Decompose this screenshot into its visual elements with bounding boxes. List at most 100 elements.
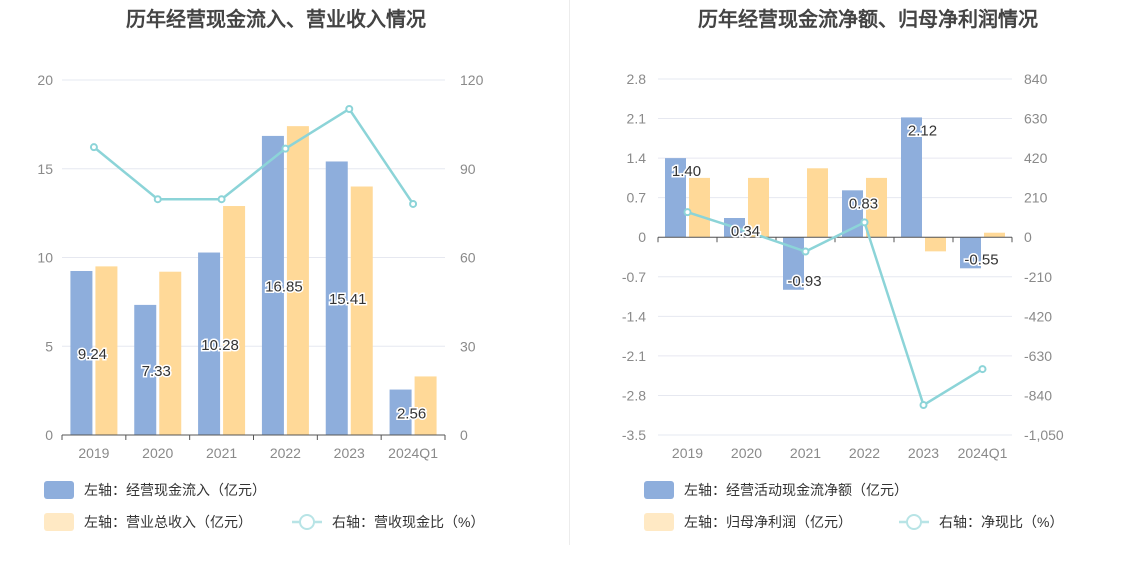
bar-primary [325, 161, 348, 435]
legend-label: 左轴：经营现金流入（亿元） [84, 482, 266, 498]
legend-label: 左轴：经营活动现金流净额（亿元） [684, 482, 908, 498]
panel-divider [569, 0, 570, 545]
legend-label: 右轴：净现比（%） [939, 514, 1063, 530]
bar-secondary [95, 266, 118, 435]
data-label: 9.24 [78, 346, 107, 363]
ratio-point [281, 144, 290, 153]
data-label: -0.55 [964, 251, 998, 268]
ratio-point [978, 365, 987, 374]
left-tick-label: 0.7 [627, 190, 647, 206]
legend-line-marker [906, 514, 922, 530]
data-label: 2.56 [397, 405, 426, 422]
left-tick-label: 10 [37, 250, 53, 266]
right-tick-label: -840 [1024, 387, 1052, 403]
legend-swatch [644, 481, 674, 499]
legend-item-3: 右轴：净现比（%） [899, 514, 1063, 530]
legend-item-2: 左轴：营业总收入（亿元） [44, 513, 252, 531]
chart-svg-0: 历年经营现金流入、营业收入情况 20 15 10 5 0 120 90 60 30 0 2019 202… [37, 7, 484, 531]
bar-secondary [223, 206, 246, 435]
right-tick-label: 210 [1024, 190, 1048, 206]
category-label: 2021 [790, 445, 821, 461]
ratio-point [217, 195, 226, 204]
legend-swatch [44, 513, 74, 531]
data-label: 16.85 [265, 278, 303, 295]
ratio-point [919, 401, 928, 410]
data-label: 1.40 [672, 163, 701, 180]
left-tick-label: 1.4 [627, 150, 647, 166]
right-tick-label: 420 [1024, 150, 1048, 166]
data-label: 15.41 [329, 291, 367, 308]
legend-item-1: 左轴：经营现金流入（亿元） [44, 481, 266, 499]
right-tick-label: 90 [460, 161, 476, 177]
legend-item-1: 左轴：经营活动现金流净额（亿元） [644, 481, 908, 499]
right-tick-label: 30 [460, 338, 476, 354]
left-tick-label: 2.1 [627, 111, 647, 127]
category-label: 2022 [849, 445, 880, 461]
legend-line-marker [299, 514, 315, 530]
chart-title: 历年经营现金流入、营业收入情况 [126, 7, 426, 31]
bar-primary [261, 135, 284, 435]
left-tick-label: 2.8 [627, 71, 647, 87]
ratio-point [683, 208, 692, 217]
category-label: 2020 [142, 445, 173, 461]
bar-primary [901, 117, 922, 238]
data-label: 0.83 [849, 195, 878, 212]
chart-svg-1: 历年经营现金流净额、归母净利润情况 2.8 2.1 1.4 0.7 0 -0.7 -1.4 -2… [622, 7, 1064, 531]
category-label: 2019 [78, 445, 109, 461]
right-tick-label: -420 [1024, 308, 1052, 324]
bar-primary [960, 237, 981, 269]
ratio-point [801, 247, 810, 256]
right-tick-label: -630 [1024, 348, 1052, 364]
legend-item-2: 左轴：归母净利润（亿元） [644, 513, 852, 531]
left-tick-label: -3.5 [622, 427, 646, 443]
left-tick-label: -0.7 [622, 269, 646, 285]
bar-primary [665, 158, 686, 238]
category-label: 2024Q1 [958, 445, 1008, 461]
left-tick-label: -2.1 [622, 348, 646, 364]
ratio-point [345, 104, 354, 113]
bar-secondary [689, 177, 710, 238]
chart-left: 历年经营现金流入、营业收入情况 20 15 10 5 0 120 90 60 30 0 2019 202… [0, 0, 560, 560]
ratio-point [153, 195, 162, 204]
left-tick-label: 0 [638, 229, 646, 245]
bar-secondary [925, 237, 946, 252]
ratio-point [409, 199, 418, 208]
right-tick-label: 630 [1024, 111, 1048, 127]
right-tick-label: 0 [460, 427, 468, 443]
bar-primary [70, 270, 93, 435]
data-label: 7.33 [142, 363, 171, 380]
bar-secondary [414, 376, 437, 435]
left-tick-label: -1.4 [622, 308, 646, 324]
bar-secondary [748, 177, 769, 238]
bar-primary [198, 252, 221, 435]
data-label: 10.28 [201, 337, 239, 354]
legend-label: 左轴：营业总收入（亿元） [84, 514, 252, 530]
left-tick-label: 0 [45, 427, 53, 443]
bar-secondary [984, 232, 1005, 238]
ratio-point [860, 218, 869, 227]
category-label: 2023 [334, 445, 365, 461]
category-label: 2024Q1 [388, 445, 438, 461]
category-label: 2022 [270, 445, 301, 461]
right-tick-label: 840 [1024, 71, 1048, 87]
ratio-line [93, 107, 415, 205]
data-label: -0.93 [787, 273, 821, 290]
chart-title: 历年经营现金流净额、归母净利润情况 [698, 7, 1038, 31]
left-tick-label: 15 [37, 161, 53, 177]
bar-secondary [807, 168, 828, 238]
right-tick-label: 120 [460, 72, 484, 88]
bar-secondary [159, 271, 182, 435]
bar-primary [389, 389, 412, 435]
legend-item-3: 右轴：营收现金比（%） [292, 514, 484, 530]
right-tick-label: -1,050 [1024, 427, 1064, 443]
category-label: 2019 [672, 445, 703, 461]
bar-primary [134, 304, 157, 435]
category-label: 2023 [908, 445, 939, 461]
legend-swatch [44, 481, 74, 499]
category-label: 2020 [731, 445, 762, 461]
bar-secondary [866, 177, 887, 238]
ratio-point [742, 227, 751, 236]
right-tick-label: 0 [1024, 229, 1032, 245]
legend-label: 右轴：营收现金比（%） [332, 514, 484, 530]
chart-right: 历年经营现金流净额、归母净利润情况 2.8 2.1 1.4 0.7 0 -0.7 -1.4 -2… [574, 0, 1134, 560]
